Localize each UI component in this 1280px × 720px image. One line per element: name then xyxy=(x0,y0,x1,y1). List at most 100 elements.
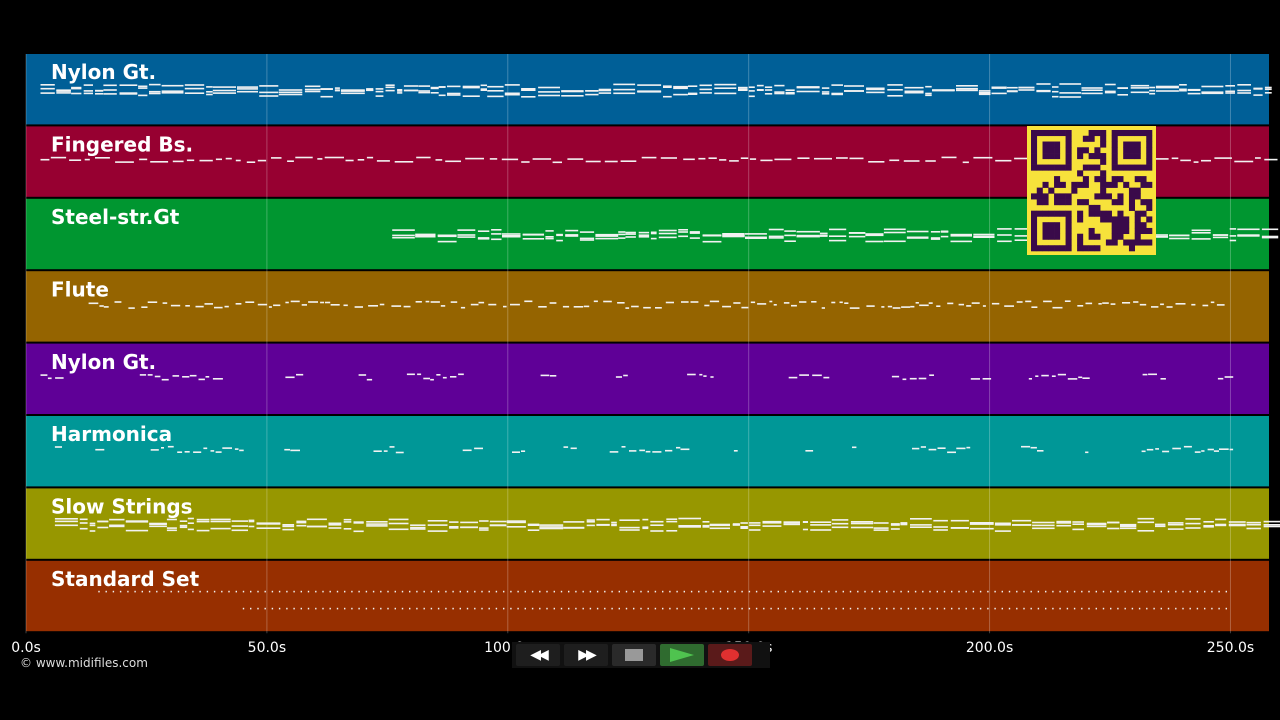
note xyxy=(40,92,55,94)
note xyxy=(1211,590,1213,593)
note xyxy=(307,607,310,610)
note xyxy=(997,234,1012,236)
transport-controls: ◀◀ ▶▶ xyxy=(512,642,770,668)
note xyxy=(690,301,699,303)
note xyxy=(344,607,346,610)
record-button[interactable] xyxy=(708,644,752,666)
note xyxy=(757,303,767,305)
note xyxy=(501,158,519,161)
note xyxy=(147,301,158,303)
note xyxy=(177,451,183,453)
note xyxy=(1142,373,1148,376)
note xyxy=(842,590,844,593)
qr-module xyxy=(1134,130,1141,137)
note xyxy=(264,607,266,610)
note xyxy=(95,448,105,451)
note xyxy=(613,88,636,91)
qr-module xyxy=(1065,130,1072,137)
qr-module xyxy=(1054,153,1061,160)
note xyxy=(1264,158,1278,161)
note xyxy=(416,607,418,610)
note xyxy=(1166,306,1173,308)
qr-module xyxy=(1054,199,1061,206)
note xyxy=(699,92,712,94)
note xyxy=(722,234,745,236)
qr-module xyxy=(1094,245,1101,252)
rewind-button[interactable]: ◀◀ xyxy=(516,644,560,666)
note xyxy=(1169,237,1190,240)
note xyxy=(922,607,924,610)
note xyxy=(595,233,619,236)
stop-button[interactable] xyxy=(612,644,656,666)
note xyxy=(224,305,229,308)
qr-module xyxy=(1140,222,1147,229)
note xyxy=(231,525,248,527)
note xyxy=(488,607,490,610)
note xyxy=(1085,302,1093,305)
note xyxy=(611,524,617,527)
qr-code-icon[interactable] xyxy=(1027,126,1156,255)
note xyxy=(788,376,798,379)
note xyxy=(304,88,321,91)
grid-layer xyxy=(25,54,1231,634)
note xyxy=(1008,590,1011,593)
note xyxy=(161,447,164,449)
note xyxy=(237,90,258,93)
note xyxy=(904,90,924,93)
note xyxy=(821,93,830,95)
note xyxy=(452,607,454,610)
note xyxy=(521,450,526,452)
note xyxy=(982,305,986,307)
note xyxy=(683,158,695,161)
note xyxy=(447,94,461,96)
qr-module xyxy=(1100,170,1107,177)
note xyxy=(307,590,310,593)
note xyxy=(690,607,693,610)
note xyxy=(40,84,55,86)
play-button[interactable] xyxy=(660,644,704,666)
note xyxy=(1030,607,1032,610)
note xyxy=(506,521,526,524)
note xyxy=(638,234,650,236)
fast-forward-button[interactable]: ▶▶ xyxy=(564,644,608,666)
qr-module xyxy=(1146,239,1153,246)
note xyxy=(596,518,610,521)
note xyxy=(375,88,384,90)
qr-module xyxy=(1042,181,1049,188)
note xyxy=(442,376,447,379)
qr-module xyxy=(1094,210,1101,217)
note xyxy=(598,88,612,91)
note xyxy=(293,590,295,593)
note xyxy=(1081,92,1103,95)
note xyxy=(394,590,396,593)
note xyxy=(640,607,642,610)
note xyxy=(553,590,555,593)
qr-module xyxy=(1059,199,1066,206)
note xyxy=(308,301,318,303)
note xyxy=(235,590,237,593)
note xyxy=(734,590,736,593)
qr-module xyxy=(1134,147,1141,154)
note xyxy=(491,238,502,241)
note xyxy=(748,95,755,98)
note xyxy=(764,86,773,88)
note xyxy=(689,237,700,239)
note xyxy=(1153,590,1155,593)
note xyxy=(889,159,900,162)
note xyxy=(365,590,368,593)
note xyxy=(799,374,809,376)
note xyxy=(654,607,657,610)
note xyxy=(1202,304,1209,307)
note xyxy=(1237,84,1251,86)
note xyxy=(987,590,989,593)
note xyxy=(641,156,657,159)
note xyxy=(1203,525,1214,527)
note xyxy=(1059,92,1082,94)
qr-module xyxy=(1123,130,1130,137)
qr-module xyxy=(1065,245,1072,252)
note xyxy=(820,607,823,610)
note xyxy=(282,528,295,531)
note xyxy=(906,230,929,233)
note xyxy=(909,377,917,380)
qr-module xyxy=(1134,187,1141,194)
